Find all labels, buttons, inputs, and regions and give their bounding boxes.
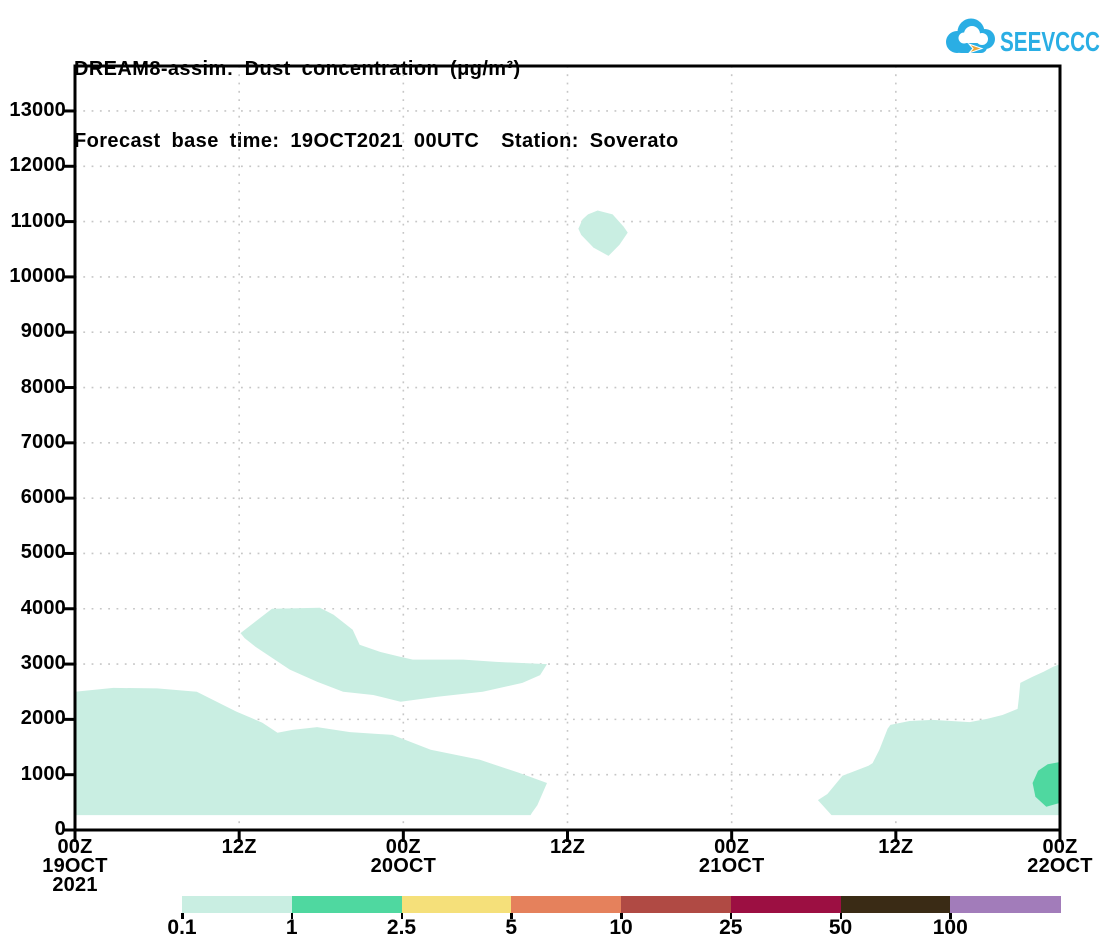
x-axis-label: 20OCT (370, 855, 437, 877)
legend-segment-50 (840, 896, 951, 913)
x-axis-label: 2021 (52, 874, 98, 896)
x-axis-label: 12Z (878, 836, 914, 858)
x-axis-label: 00Z (385, 836, 421, 858)
legend-label-1: 1 (285, 916, 298, 939)
y-axis-label: 1000 (20, 762, 66, 785)
arrow-icon (967, 42, 984, 55)
y-axis-label: 13000 (9, 98, 66, 121)
y-axis-label: 6000 (20, 486, 66, 509)
y-axis-label: 3000 (20, 652, 66, 675)
legend-label-0.1: 0.1 (167, 916, 197, 939)
y-axis-label: 8000 (20, 375, 66, 398)
surface-layer-day3-region (817, 664, 1060, 816)
legend-tick (290, 913, 294, 919)
seevccc-logo: SEEVCCC (946, 18, 1100, 57)
legend-tick (620, 913, 623, 919)
y-axis-label: 7000 (20, 430, 66, 453)
legend-tick (839, 913, 842, 919)
legend-tick (400, 913, 403, 919)
chart-subtitle: Forecast base time: 19OCT2021 00UTC Stat… (74, 130, 679, 152)
y-axis-label: 2000 (20, 707, 66, 730)
legend-segment-100 (950, 896, 1061, 913)
x-axis-label: 19OCT (42, 855, 108, 877)
y-axis-label: 4000 (20, 596, 66, 619)
legend-tick (729, 913, 733, 919)
upper-level-patch-region (578, 210, 628, 256)
legend-label-10: 10 (609, 916, 633, 939)
legend-segment-10 (621, 896, 732, 913)
y-axis-label: 12000 (9, 154, 66, 177)
legend-segment-1 (291, 896, 402, 913)
legend-label-2.5: 2.5 (386, 916, 417, 939)
x-axis-label: 21OCT (698, 855, 765, 877)
legend-tick (181, 913, 184, 919)
legend-segment-2.5 (401, 896, 512, 913)
legend-label-5: 5 (505, 916, 518, 939)
legend-tick (510, 913, 513, 919)
y-axis-label: 0 (54, 818, 66, 840)
x-axis-label: 00Z (1042, 836, 1078, 858)
x-axis-label: 00Z (714, 836, 750, 858)
x-axis-label: 12Z (221, 836, 257, 858)
surface-layer-day1-region (75, 687, 547, 816)
y-axis-label: 11000 (10, 209, 66, 232)
y-axis-label: 10000 (9, 264, 66, 287)
logo-text: SEEVCCC (1000, 26, 1100, 57)
x-axis-label: 00Z (57, 836, 93, 858)
y-axis-label: 9000 (20, 320, 66, 343)
x-axis-label: 12Z (549, 836, 586, 858)
legend-label-25: 25 (719, 916, 743, 939)
cloud-icon (946, 18, 995, 55)
legend-tick (949, 913, 952, 919)
legend-label-50: 50 (828, 916, 853, 939)
elevated-band-day1-region (240, 607, 547, 702)
legend-segment-25 (730, 896, 841, 913)
chart-title: DREAM8-assim: Dust concentration (μg/m³) (74, 58, 521, 80)
chart-title-block: DREAM8-assim: Dust concentration (μg/m³)… (74, 9, 679, 201)
y-axis-label: 5000 (20, 541, 66, 564)
x-axis-label: 22OCT (1027, 855, 1093, 877)
legend-label-100: 100 (932, 916, 968, 939)
surface-core-day3-region (1032, 762, 1060, 807)
legend-segment-0.1 (182, 896, 293, 913)
legend-segment-5 (511, 896, 622, 913)
